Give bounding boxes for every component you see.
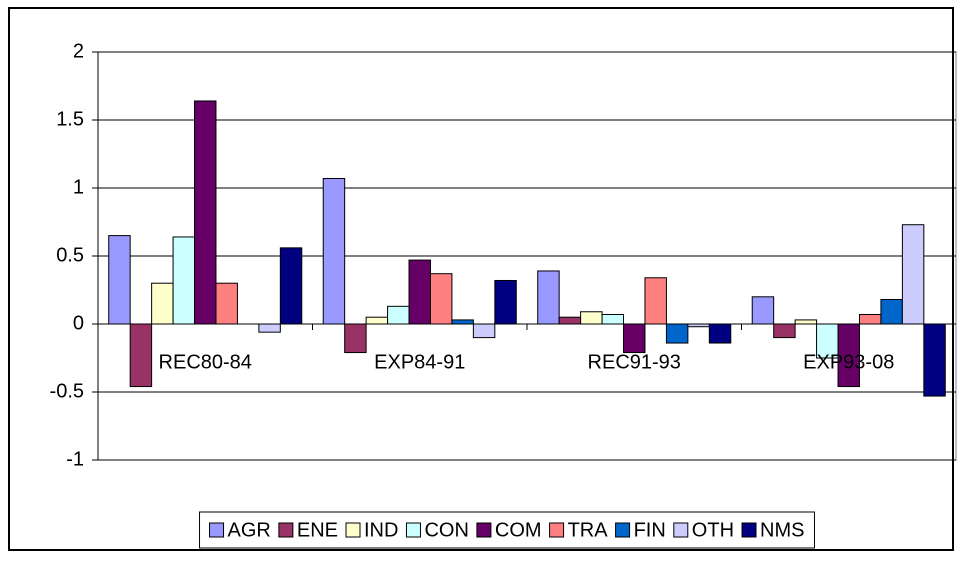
bar xyxy=(215,282,238,325)
bar xyxy=(558,316,582,325)
x-tick-label: REC91-93 xyxy=(588,351,681,373)
legend-label: NMS xyxy=(760,519,804,541)
legend-label: OTH xyxy=(692,519,734,541)
legend-swatch xyxy=(549,522,565,538)
bar xyxy=(194,100,217,325)
bar xyxy=(580,311,603,325)
legend-label: COM xyxy=(495,519,542,541)
y-tick-label: 2 xyxy=(73,40,84,62)
bar xyxy=(858,313,882,325)
bar xyxy=(708,323,732,344)
bar xyxy=(472,323,496,339)
legend-swatch xyxy=(615,522,631,538)
x-tick-label: EXP84-91 xyxy=(374,351,465,373)
bar xyxy=(494,279,517,325)
bar xyxy=(751,296,775,325)
bar xyxy=(258,323,281,333)
x-tick-label: REC80-84 xyxy=(159,351,252,373)
bar xyxy=(172,236,196,325)
bar xyxy=(408,259,431,325)
legend xyxy=(199,511,815,549)
bar xyxy=(601,313,625,325)
legend-label: CON xyxy=(424,519,468,541)
bar xyxy=(537,270,560,325)
bar xyxy=(279,247,303,325)
bar xyxy=(794,319,818,325)
y-tick-label: 0 xyxy=(73,312,84,334)
bar xyxy=(880,299,903,325)
legend-label: FIN xyxy=(634,519,666,541)
legend-label: IND xyxy=(364,519,398,541)
bar xyxy=(901,224,925,325)
y-tick-label: 0.5 xyxy=(56,244,84,266)
y-tick-label: 1.5 xyxy=(56,108,84,130)
bar xyxy=(344,323,367,354)
x-tick-label: EXP93-08 xyxy=(803,351,894,373)
bar xyxy=(365,316,389,325)
legend-swatch xyxy=(673,522,689,538)
bar xyxy=(837,323,860,388)
bar xyxy=(129,323,153,388)
bar xyxy=(151,282,174,325)
bar xyxy=(923,323,946,397)
bar xyxy=(644,277,667,325)
bar xyxy=(665,323,689,344)
bar xyxy=(108,235,131,325)
y-tick-label: -0.5 xyxy=(50,380,84,402)
y-tick-label: 1 xyxy=(73,176,84,198)
legend-swatch xyxy=(345,522,361,538)
legend-swatch xyxy=(405,522,421,538)
chart-border xyxy=(8,7,954,551)
legend-label: TRA xyxy=(568,519,609,541)
legend-label: AGR xyxy=(228,519,271,541)
legend-swatch xyxy=(209,522,225,538)
bar xyxy=(773,323,796,339)
bar xyxy=(429,273,453,325)
legend-swatch xyxy=(741,522,757,538)
legend-label: ENE xyxy=(297,519,338,541)
y-tick-label: -1 xyxy=(66,448,84,470)
bar xyxy=(387,305,410,325)
bar xyxy=(623,323,646,354)
bar xyxy=(451,319,474,325)
legend-swatch xyxy=(476,522,492,538)
legend-swatch xyxy=(278,522,294,538)
bar xyxy=(687,323,710,328)
bar xyxy=(322,177,346,325)
